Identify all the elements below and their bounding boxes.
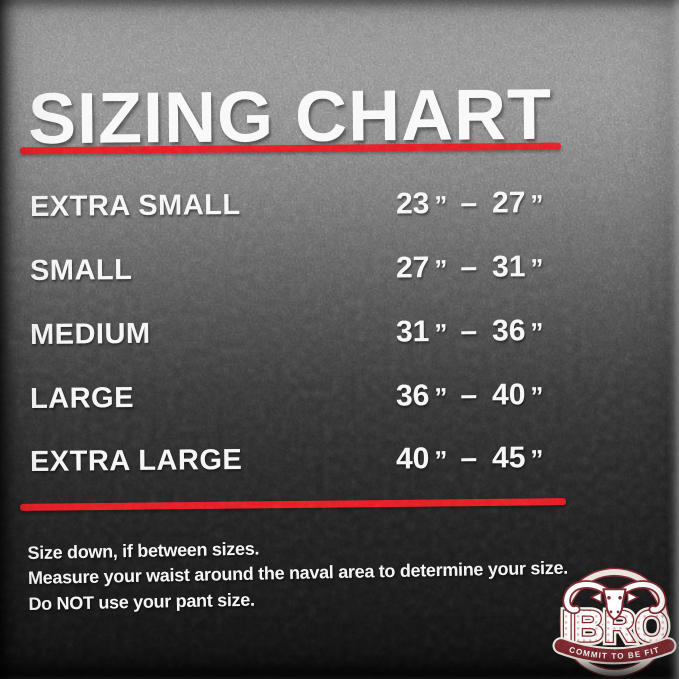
size-range: 23” –27” [396,186,544,223]
max-value: 45 [491,441,526,475]
size-range: 27” –31” [396,250,544,287]
red-divider-bottom [19,498,567,511]
min-value: 27 [395,251,430,285]
inch-mark: ” [530,444,544,475]
size-label: EXTRA LARGE [29,443,243,478]
inch-mark: ” [434,253,448,285]
max-value: 31 [491,250,526,284]
table-row: SMALL 27” –31” [0,249,679,292]
inch-mark: ” [530,253,544,284]
inch-mark: ” [434,381,448,413]
range-dash: – [460,378,478,412]
min-value: 40 [395,442,430,476]
max-value: 36 [491,314,526,348]
range-dash: – [460,250,478,284]
inch-mark: ” [530,189,544,220]
max-value: 27 [491,186,526,220]
range-dash: – [460,314,478,348]
min-value: 23 [395,187,430,221]
inch-mark: ” [530,317,544,348]
sizing-notes: Size down, if between sizes. Measure you… [27,531,568,618]
min-value: 36 [395,379,430,413]
table-row: LARGE 36” –40” [0,377,679,420]
size-label: EXTRA SMALL [29,188,241,223]
size-label: SMALL [29,253,133,287]
range-dash: – [460,186,478,220]
inch-mark: ” [434,444,448,476]
min-value: 31 [395,315,430,349]
size-range: 31” –36” [396,314,544,351]
ibro-logo: IBRO IBRO COMMIT TO BE FIT [552,567,677,678]
table-row: EXTRA SMALL 23” –27” [0,185,679,228]
size-range: 40” –45” [396,441,544,478]
max-value: 40 [491,378,526,412]
range-dash: – [460,441,478,475]
table-row: MEDIUM 31” –36” [0,313,679,356]
size-range: 36” –40” [396,378,544,415]
size-label: LARGE [29,381,135,415]
inch-mark: ” [434,189,448,221]
inch-mark: ” [530,381,544,412]
inch-mark: ” [434,317,448,349]
table-row: EXTRA LARGE 40” –45” [0,440,679,483]
size-label: MEDIUM [29,317,151,351]
